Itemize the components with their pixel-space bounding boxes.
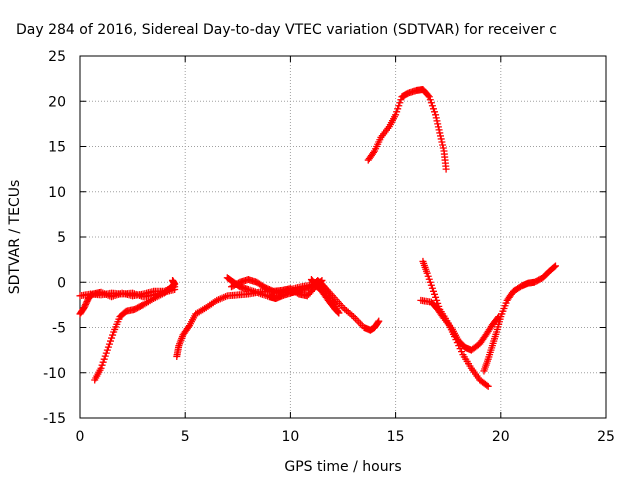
data-point xyxy=(80,304,88,312)
data-point xyxy=(104,343,112,351)
y-tick-label: 10 xyxy=(48,185,66,201)
data-point xyxy=(102,349,110,357)
data-point xyxy=(169,276,177,284)
data-point xyxy=(442,165,450,173)
data-point xyxy=(397,96,405,104)
data-point xyxy=(484,382,492,390)
data-point xyxy=(82,299,90,307)
data-point xyxy=(552,262,560,270)
data-point xyxy=(428,102,436,110)
data-point xyxy=(394,105,402,113)
data-point xyxy=(429,105,437,113)
x-tick-label: 15 xyxy=(387,429,405,445)
data-point xyxy=(82,301,90,309)
data-point xyxy=(423,269,431,277)
y-tick-label: -15 xyxy=(43,411,66,427)
x-tick-label: 0 xyxy=(76,429,85,445)
data-point xyxy=(439,141,447,149)
y-tick-label: -10 xyxy=(43,366,66,382)
data-point xyxy=(425,275,433,283)
data-point xyxy=(438,138,446,146)
data-series xyxy=(417,296,503,354)
data-point xyxy=(317,277,325,285)
data-point xyxy=(432,114,440,122)
data-point xyxy=(108,334,116,342)
data-point xyxy=(427,281,435,289)
y-tick-label: 25 xyxy=(48,49,66,65)
data-point xyxy=(432,111,440,119)
x-tick-label: 5 xyxy=(181,429,190,445)
data-point xyxy=(395,102,403,110)
data-point xyxy=(424,272,432,280)
data-point xyxy=(426,96,434,104)
data-point xyxy=(432,293,440,301)
data-point xyxy=(101,352,109,360)
data-point xyxy=(393,108,401,116)
data-point xyxy=(426,278,434,286)
data-point xyxy=(436,132,444,140)
y-axis-label: SDTVAR / TECUs xyxy=(7,180,23,295)
data-point xyxy=(105,340,113,348)
x-tick-label: 20 xyxy=(492,429,510,445)
data-point xyxy=(333,308,341,316)
data-series xyxy=(91,276,179,384)
y-tick-label: 15 xyxy=(48,140,66,156)
data-point xyxy=(428,284,436,292)
data-point xyxy=(318,276,326,284)
y-tick-label: -5 xyxy=(52,321,66,337)
data-point xyxy=(434,120,442,128)
series-group xyxy=(76,85,560,390)
data-point xyxy=(396,99,404,107)
data-point xyxy=(375,317,383,325)
data-point xyxy=(458,348,466,356)
data-point xyxy=(109,331,117,339)
data-point xyxy=(103,346,111,354)
data-point xyxy=(437,135,445,143)
data-point xyxy=(392,111,400,119)
data-point xyxy=(550,263,558,271)
data-point xyxy=(431,290,439,298)
data-point xyxy=(439,144,447,152)
data-point xyxy=(424,92,432,100)
data-point xyxy=(425,93,433,101)
data-point xyxy=(435,126,443,134)
data-point xyxy=(370,149,378,157)
y-tick-label: 0 xyxy=(57,275,66,291)
data-series xyxy=(364,85,450,173)
data-point xyxy=(429,287,437,295)
data-series xyxy=(307,276,343,317)
data-point xyxy=(83,298,91,306)
data-point xyxy=(433,296,441,304)
y-tick-label: 20 xyxy=(48,94,66,110)
data-point xyxy=(97,364,105,372)
tick-labels: 0 5 10 15 20 25 -15 -10 -5 0 5 10 15 20 25 xyxy=(43,49,615,445)
y-tick-label: 5 xyxy=(57,230,66,246)
data-point xyxy=(427,99,435,107)
data-point xyxy=(433,117,441,125)
x-tick-label: 25 xyxy=(597,429,615,445)
data-point xyxy=(431,108,439,116)
grid xyxy=(80,56,606,418)
x-tick-label: 10 xyxy=(281,429,299,445)
data-series xyxy=(480,262,560,375)
data-point xyxy=(100,355,108,363)
ticks xyxy=(79,55,607,419)
data-point xyxy=(335,309,343,317)
data-series xyxy=(419,257,492,390)
x-axis-label: GPS time / hours xyxy=(284,459,401,475)
data-point xyxy=(483,381,491,389)
data-point xyxy=(81,302,89,310)
data-point xyxy=(434,123,442,131)
chart-title: Day 284 of 2016, Sidereal Day-to-day VTE… xyxy=(16,22,557,38)
data-point xyxy=(107,337,115,345)
data-point xyxy=(99,358,107,366)
data-point xyxy=(98,361,106,369)
data-point xyxy=(334,308,342,316)
data-point xyxy=(436,129,444,137)
data-point xyxy=(374,318,382,326)
